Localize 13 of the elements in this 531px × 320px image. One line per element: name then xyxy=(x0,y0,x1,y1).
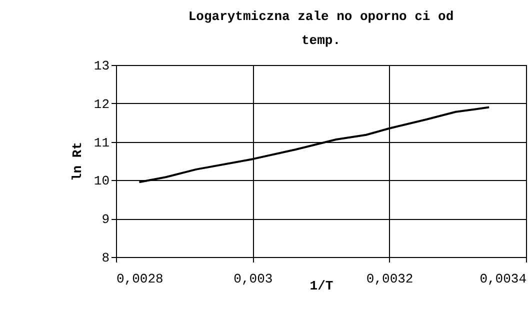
x-tick-label: 0,0032 xyxy=(366,272,414,286)
y-axis-title: ln Rt xyxy=(70,142,85,182)
y-tick-label: 8 xyxy=(102,250,110,266)
chart-title: Logarytmiczna zale no oporno ci od temp. xyxy=(188,9,454,48)
y-tick-label: 13 xyxy=(94,58,110,74)
y-tick-label: 12 xyxy=(94,96,110,112)
x-axis-title: 1/T xyxy=(310,278,334,294)
x-tick-label: 0,0028 xyxy=(116,272,164,286)
x-tick-label: 0,003 xyxy=(234,272,273,286)
y-tick-label: 10 xyxy=(94,174,110,189)
x-tick-label: 0,0034 xyxy=(480,272,527,286)
y-tick-label: 9 xyxy=(102,212,110,228)
y-tick-label: 11 xyxy=(94,135,110,150)
